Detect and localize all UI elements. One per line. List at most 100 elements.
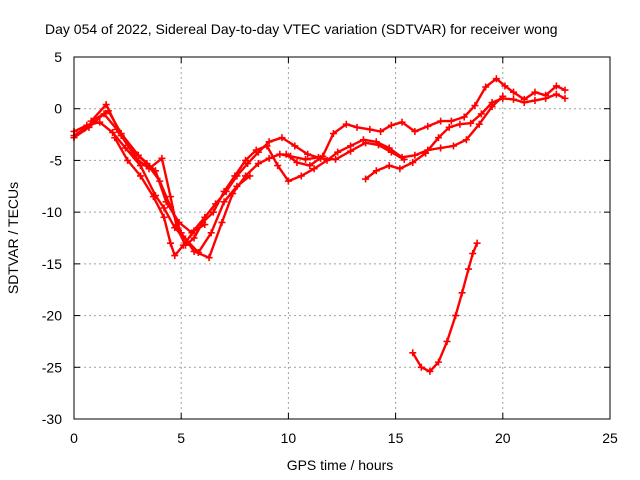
data-point: [124, 156, 132, 164]
data-point: [347, 142, 355, 150]
data-point: [233, 182, 241, 190]
data-point: [501, 82, 509, 90]
data-point: [499, 94, 507, 102]
data-point: [297, 172, 305, 180]
data-point: [111, 134, 119, 142]
data-point: [452, 312, 460, 320]
data-point: [473, 239, 481, 247]
data-point: [166, 239, 174, 247]
data-point: [372, 138, 380, 146]
data-point: [445, 123, 453, 131]
data-point: [149, 193, 157, 201]
data-point: [561, 86, 569, 94]
data-point: [96, 118, 104, 126]
data-point: [396, 165, 404, 173]
data-point: [158, 154, 166, 162]
data-point: [278, 134, 286, 142]
y-tick-label: -10: [42, 204, 62, 220]
data-point: [443, 337, 451, 345]
data-point: [475, 120, 483, 128]
data-point: [510, 95, 518, 103]
data-point: [434, 358, 442, 366]
data-point: [359, 136, 367, 144]
data-point: [263, 142, 271, 150]
data-point: [426, 367, 434, 375]
y-axis-label: SDTVAR / TECUs: [5, 182, 21, 294]
data-point: [332, 155, 340, 163]
data-point: [209, 208, 217, 216]
data-point: [437, 144, 445, 152]
data-point: [218, 218, 226, 226]
data-point: [471, 102, 479, 110]
data-point: [179, 241, 187, 249]
data-point: [136, 172, 144, 180]
y-tick-label: -25: [42, 359, 62, 375]
data-point: [460, 113, 468, 121]
data-point: [254, 160, 262, 168]
x-tick-label: 25: [602, 430, 618, 446]
data-point: [304, 150, 312, 158]
data-point: [329, 130, 337, 138]
data-point: [447, 117, 455, 125]
series-sat-c-line: [72, 109, 406, 235]
data-point: [488, 99, 496, 107]
x-tick-label: 20: [495, 430, 511, 446]
data-point: [467, 119, 475, 127]
data-point: [220, 187, 228, 195]
data-point: [109, 129, 117, 137]
chart-title: Day 054 of 2022, Sidereal Day-to-day VTE…: [45, 21, 558, 37]
data-point: [542, 94, 550, 102]
data-point: [282, 150, 290, 158]
data-point: [385, 144, 393, 152]
data-point: [246, 172, 254, 180]
data-point: [190, 227, 198, 235]
data-point: [190, 234, 198, 242]
data-point: [552, 90, 560, 98]
data-point: [201, 221, 209, 229]
data-point: [409, 349, 417, 357]
series-layer: [70, 75, 569, 375]
data-point: [482, 83, 490, 91]
data-point: [160, 213, 168, 221]
data-point: [387, 121, 395, 129]
data-point: [449, 142, 457, 150]
data-point: [276, 150, 284, 158]
data-point: [173, 224, 181, 232]
x-axis-label: GPS time / hours: [287, 457, 394, 473]
data-point: [531, 96, 539, 104]
y-tick-label: 0: [54, 101, 62, 117]
data-point: [162, 198, 170, 206]
data-point: [171, 252, 179, 260]
data-point: [145, 165, 153, 173]
data-point: [87, 117, 95, 125]
series-sat-f-line: [285, 77, 567, 167]
data-point: [323, 156, 331, 164]
x-tick-label: 5: [177, 430, 185, 446]
data-point: [274, 162, 282, 170]
data-point: [194, 248, 202, 256]
data-point: [561, 94, 569, 102]
data-point: [151, 167, 159, 175]
data-point: [458, 289, 466, 297]
data-point: [220, 198, 228, 206]
data-point: [291, 142, 299, 150]
series-sat-g-line: [364, 92, 567, 181]
tick-layer: 0 5 10 15 20 25 5 0 -5 -10 -15 -20 -25 -30: [42, 49, 618, 446]
data-point: [456, 120, 464, 128]
data-point: [477, 110, 485, 118]
data-point: [422, 149, 430, 157]
data-point: [469, 250, 477, 258]
data-point: [265, 154, 273, 162]
data-point: [417, 363, 425, 371]
data-point: [166, 193, 174, 201]
data-point: [398, 153, 406, 161]
data-point: [284, 177, 292, 185]
data-point: [319, 152, 327, 160]
data-point: [492, 75, 500, 83]
data-point: [117, 132, 125, 140]
data-point: [464, 265, 472, 273]
data-point: [385, 162, 393, 170]
data-point: [409, 158, 417, 166]
series-sat-h-line: [411, 241, 479, 373]
